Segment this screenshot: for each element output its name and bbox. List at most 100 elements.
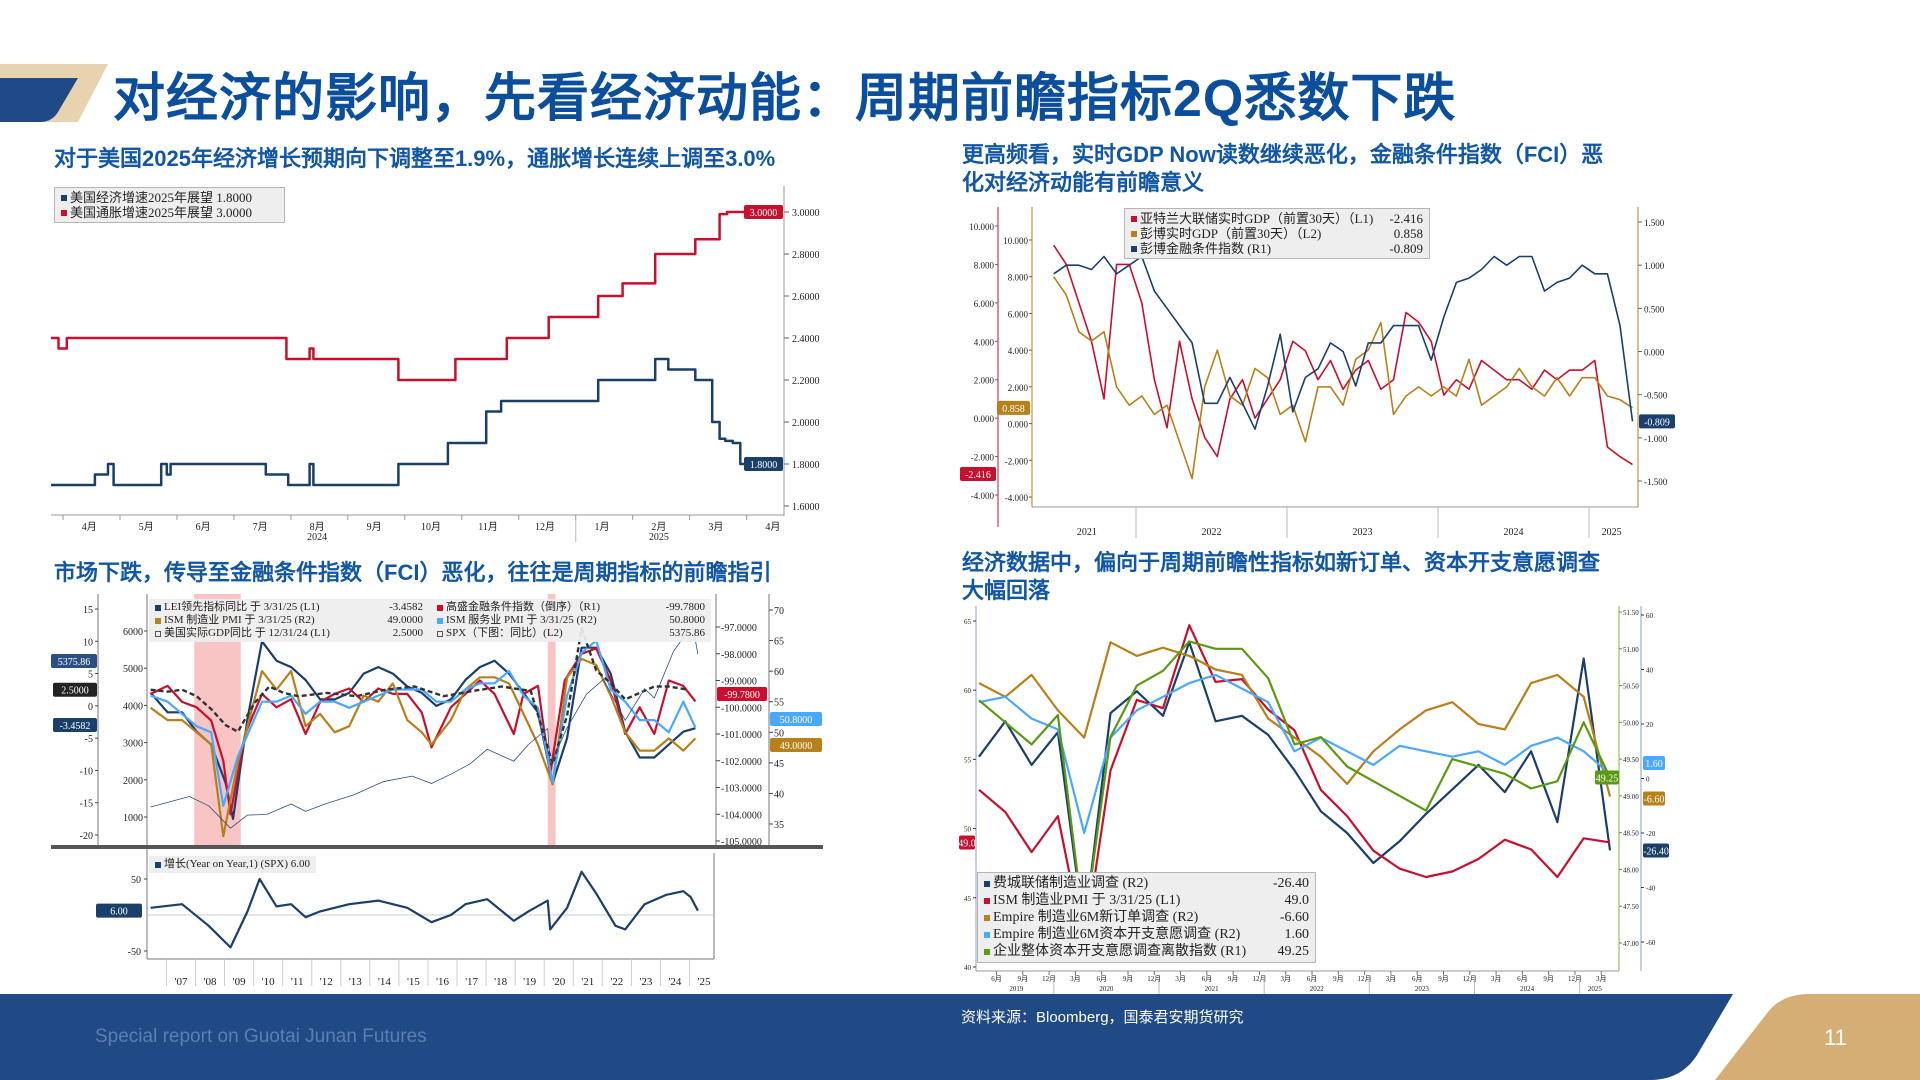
footer-text: Special report on Guotai Junan Futures xyxy=(95,1026,427,1047)
legend-label: 企业整体资本开支意愿调查离散指数 (R1) xyxy=(993,944,1247,959)
x-tick-label: '13 xyxy=(349,976,362,988)
last-value-tag-bg xyxy=(717,687,767,701)
y-tick-label-R1: 51.50 xyxy=(1623,609,1639,617)
y-tick-label: 3.0000 xyxy=(792,208,820,219)
legend-item: ISM 服务业 PMI 于 3/31/25 (R2) 50.8000 xyxy=(437,614,705,627)
last-value-tag-bg xyxy=(997,400,1030,415)
legend-label: 美国实际GDP同比 于 12/31/24 (L1) xyxy=(164,627,330,639)
footer-tan-shape xyxy=(1715,994,1920,1080)
y-tick-label-R1: 50.00 xyxy=(1623,719,1639,727)
series-line-1 xyxy=(1053,276,1633,480)
x-tick-label: '23 xyxy=(639,976,652,988)
y-tick-label-L1: 50 xyxy=(964,826,972,834)
y-tick-label-L2: 8.000 xyxy=(1008,273,1029,283)
legend-item: ISM 制造业PMI 于 3/31/25 (L1) 49.0 xyxy=(984,892,1309,909)
last-value-tag-bg xyxy=(744,205,783,219)
x-tick-label: 6月 xyxy=(1517,975,1528,983)
source-note: 资料来源：Bloomberg，国泰君安期货研究 xyxy=(961,1009,1244,1026)
legend-value: 1.60 xyxy=(1284,927,1310,942)
last-value-tag: 5375.86 xyxy=(58,657,91,668)
legend-value: 49.0 xyxy=(1284,893,1310,908)
logo-blue-shape xyxy=(0,78,78,122)
legend-value: 2.5000 xyxy=(392,627,423,639)
footer-blue-shape xyxy=(0,994,1733,1080)
last-value-tag-bg xyxy=(1643,843,1669,858)
section-heading-1: 对于美国2025年经济增长预期向下调整至1.9%，通胀增长连续上调至3.0% xyxy=(54,146,776,171)
y-tick-label-L1: 0.000 xyxy=(974,414,995,424)
legend-swatch xyxy=(984,914,990,921)
footer-band xyxy=(0,994,1920,1080)
x-tick-label: 6月 xyxy=(1412,975,1423,983)
legend-item: 亚特兰大联储实时GDP（前置30天）（L1) -2.416 xyxy=(1131,211,1423,226)
legend-item: 企业整体资本开支意愿调查离散指数 (R1) 49.25 xyxy=(984,943,1309,960)
y-tick-label-R1: -101.0000 xyxy=(721,730,762,741)
x-tick-label: 10月 xyxy=(421,521,441,533)
x-tick-label: '07 xyxy=(175,976,188,988)
legend-item: Empire 制造业6M新订单调查 (R2) -6.60 xyxy=(984,909,1309,926)
x-tick-label: '22 xyxy=(610,976,623,988)
x-tick-label: 3月 xyxy=(708,521,723,533)
chart-3-svg: 151050-5-10-15-2060005000400030002000100… xyxy=(51,594,823,988)
x-tick-label: 11月 xyxy=(478,521,498,533)
x-tick-label: 3月 xyxy=(1386,975,1397,983)
legend-value: 6.00 xyxy=(290,858,311,870)
y-tick-label-L1: 4.000 xyxy=(974,337,995,347)
legend-swatch xyxy=(155,861,161,868)
legend-swatch xyxy=(155,604,161,611)
legend-swatch xyxy=(155,617,161,624)
section-heading-2-line1: 更高频看，实时GDP Now读数继续恶化，金融条件指数（FCI）恶 xyxy=(962,142,1604,167)
y-tick-label: 1.8000 xyxy=(792,460,820,471)
last-value-tag-bg xyxy=(960,467,996,481)
legend-item: 美国通胀增速2025年展望 3.0000 xyxy=(61,205,278,220)
last-value-tag-bg xyxy=(770,738,822,752)
series-line-2 xyxy=(1053,255,1634,430)
y-tick-label-L1: 45 xyxy=(964,895,972,903)
last-value-tag: 1.8000 xyxy=(750,460,778,471)
legend-swatch xyxy=(984,897,990,904)
y-tick-label-R1: -98.0000 xyxy=(721,650,757,661)
chart-growth-inflation-forecast: 1.6000 1.8000 2.0000 2.2000 2.4000 2.6000 2.80… xyxy=(51,186,823,545)
y-tick-label-L1: 5 xyxy=(88,670,93,681)
last-value-tag-bg xyxy=(53,682,97,697)
legend-label: 亚特兰大联储实时GDP（前置30天）（L1) xyxy=(1140,211,1374,226)
legend-value: 5375.86 xyxy=(669,627,705,639)
x-tick-label: '20 xyxy=(552,976,565,988)
last-value-tag: 49.25 xyxy=(1596,774,1619,785)
chart-1-legend: 美国经济增速2025年展望 1.8000 美国通胀增速2025年展望 3.000… xyxy=(54,187,285,223)
x-tick-label: 1月 xyxy=(594,521,609,533)
y-tick-label-R2: -20 xyxy=(1646,830,1656,838)
x-year-label: 2021 xyxy=(1077,527,1097,538)
y-tick-label-R1: 1.000 xyxy=(1644,261,1665,271)
y-tick-label-R1: -0.500 xyxy=(1644,391,1668,401)
legend-item: ISM 制造业 PMI 于 3/31/25 (R2) 49.0000 xyxy=(155,614,423,627)
y-tick-label-R2: 45 xyxy=(774,759,784,770)
legend-value: -6.60 xyxy=(1279,910,1309,925)
y-tick-label-L2: 4000 xyxy=(123,701,143,712)
y-tick-label-R1: -105.0000 xyxy=(721,837,762,848)
x-tick-label: '25 xyxy=(698,976,711,988)
x-year-label: 2025 xyxy=(1588,985,1603,993)
legend-label: Empire 制造业6M资本开支意愿调查 (R2) xyxy=(993,927,1241,942)
y-tick-label-L2: 6.000 xyxy=(1008,309,1029,319)
x-tick-label: '15 xyxy=(407,976,420,988)
x-tick-label: '18 xyxy=(494,976,507,988)
last-value-tag: 49.0000 xyxy=(780,741,813,752)
legend-swatch xyxy=(155,630,161,637)
x-tick-label: 3月 xyxy=(1280,975,1291,983)
legend-value: -3.4582 xyxy=(389,601,423,613)
legend-value: 0.858 xyxy=(1393,226,1423,241)
x-tick-label: 12月 xyxy=(1042,975,1056,983)
y-tick-label-R1: 47.00 xyxy=(1623,940,1639,948)
legend-label: LEI领先指标同比 于 3/31/25 (L1) xyxy=(164,601,320,613)
y-tick-label-L2: 2000 xyxy=(123,776,143,787)
x-tick-label: 6月 xyxy=(1096,975,1107,983)
y-tick-label-R1: 51.00 xyxy=(1623,646,1639,654)
y-tick-label-R1: 49.50 xyxy=(1623,756,1639,764)
x-tick-label: 4月 xyxy=(82,521,97,533)
y-tick-label-L2: 10.000 xyxy=(1003,236,1028,246)
chart-4-legend: 费城联储制造业调查 (R2) -26.40 ISM 制造业PMI 于 3/31/2… xyxy=(977,872,1316,963)
last-value-tag: 6.00 xyxy=(110,907,128,918)
y-tick-label-R1: 1.500 xyxy=(1644,218,1665,228)
x-year-label: 2024 xyxy=(307,532,327,543)
slide-title: 对经济的影响，先看经济动能：周期前瞻指标2Q悉数下跌 xyxy=(113,70,1457,128)
